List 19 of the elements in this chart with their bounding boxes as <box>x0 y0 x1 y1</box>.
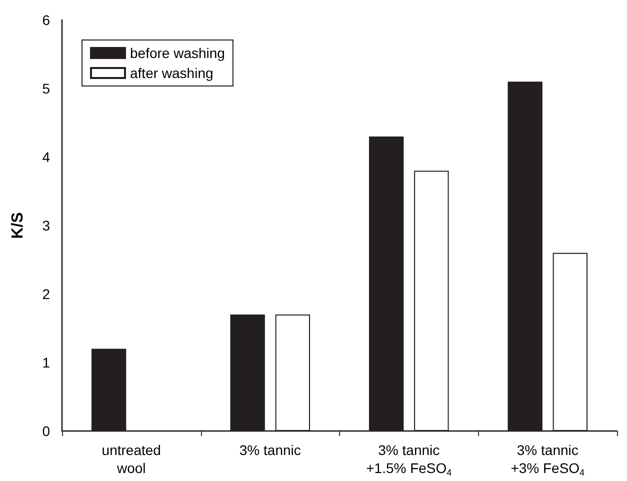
y-tick-label: 1 <box>42 354 50 370</box>
y-tick-label: 4 <box>42 149 50 165</box>
x-tick-label: untreated wool <box>102 442 161 476</box>
bar <box>91 348 126 431</box>
y-tick-label: 0 <box>42 423 50 439</box>
legend-label: after washing <box>130 65 214 81</box>
x-tick-label: 3% tannic <box>239 442 301 458</box>
bar <box>414 170 449 431</box>
bar <box>552 252 588 431</box>
bar <box>368 136 404 431</box>
y-tick-label: 6 <box>42 12 50 28</box>
y-tick-label: 5 <box>42 80 50 96</box>
bar <box>230 314 265 431</box>
y-tick-label: 2 <box>42 286 50 302</box>
legend-label: before washing <box>130 45 225 61</box>
y-axis-title: K/S <box>10 212 26 239</box>
y-tick-label: 3 <box>42 218 50 234</box>
bar <box>508 82 542 431</box>
bar <box>275 314 310 431</box>
